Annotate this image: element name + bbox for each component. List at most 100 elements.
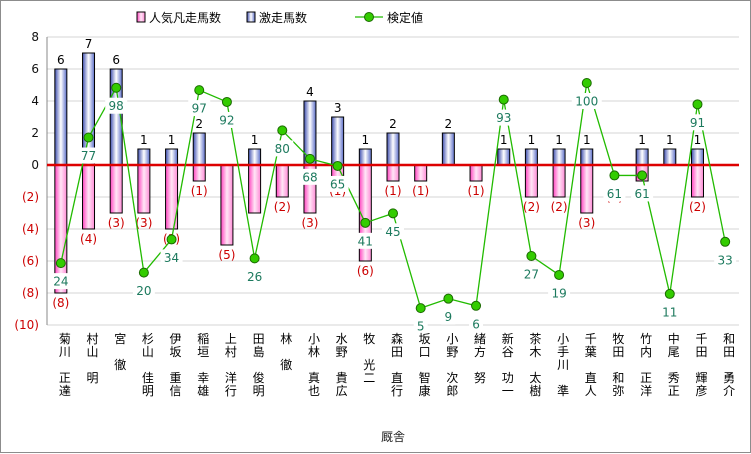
gekisou-bar	[192, 132, 206, 166]
y-tick-label: 0	[31, 158, 39, 172]
category-label: 小野 次郎	[446, 332, 458, 398]
kentei-value-label: 24	[53, 275, 68, 289]
gekisou-bar	[358, 148, 372, 166]
gekisou-label: 1	[528, 133, 536, 147]
kentei-point	[498, 94, 509, 105]
kentei-point	[664, 288, 675, 299]
gekisou-label: 1	[694, 133, 702, 147]
y-tick-label: (6)	[22, 254, 39, 268]
category-label: 村山 明	[87, 332, 99, 385]
kentei-label-bg	[686, 114, 709, 131]
gekisou-bar	[331, 116, 345, 166]
gekisou-label: 6	[112, 53, 120, 67]
gekisou-bar	[248, 148, 262, 166]
kentei-label-bg	[105, 97, 128, 114]
category-label: 林 徹	[280, 332, 292, 372]
ninki-bonsou-bar	[580, 164, 594, 214]
y-tick-label: (10)	[14, 318, 39, 332]
kentei-point	[111, 82, 122, 93]
gekisou-label: 1	[638, 133, 646, 147]
category-label: 菊川 正達	[59, 332, 71, 398]
category-label: 杉山 佳明	[142, 332, 154, 398]
kentei-value-label: 9	[445, 310, 453, 324]
y-tick-label: 8	[31, 30, 39, 44]
ninki-bonsou-label: (1)	[191, 184, 208, 198]
category-label: 牧田 和弥	[612, 332, 624, 398]
ninki-bonsou-bar	[469, 164, 483, 182]
kentei-label-bg	[271, 140, 294, 157]
category-label: 千田 輝彦	[695, 332, 707, 398]
ninki-bonsou-label: (5)	[218, 248, 235, 262]
kentei-point	[443, 293, 454, 304]
kentei-point	[166, 234, 177, 245]
gekisou-bar	[524, 148, 538, 166]
legend-marker-kentei	[364, 12, 374, 22]
legend-label-ninki: 人気凡走馬数	[149, 10, 221, 25]
ninki-bonsou-label: (2)	[689, 200, 706, 214]
kentei-label-bg	[326, 175, 349, 192]
kentei-label-bg	[188, 100, 211, 117]
y-tick-label: (2)	[22, 190, 39, 204]
ninki-bonsou-label: (4)	[80, 232, 97, 246]
kentei-point	[332, 160, 343, 171]
kentei-value-label: 41	[358, 234, 373, 248]
ninki-bonsou-bar	[690, 164, 704, 198]
kentei-value-label: 20	[136, 284, 151, 298]
kentei-value-label: 61	[607, 187, 622, 201]
ninki-bonsou-label: (1)	[468, 184, 485, 198]
ninki-bonsou-label: (2)	[551, 200, 568, 214]
ninki-bonsou-label: (3)	[108, 216, 125, 230]
kentei-value-label: 80	[275, 142, 290, 156]
gekisou-bar	[580, 148, 594, 166]
kentei-point	[249, 253, 260, 264]
kentei-value-label: 33	[718, 253, 733, 267]
gekisou-label: 1	[666, 133, 674, 147]
kentei-point	[388, 208, 398, 219]
kentei-point	[194, 85, 205, 96]
y-tick-label: (8)	[22, 286, 39, 300]
kentei-label-bg	[413, 318, 428, 335]
category-label: 牧 光二	[363, 332, 375, 385]
kentei-point	[692, 99, 703, 110]
ninki-bonsou-label: (8)	[52, 296, 69, 310]
kentei-value-label: 27	[524, 268, 539, 282]
legend-label-gekisou: 激走馬数	[259, 10, 307, 25]
kentei-label-bg	[243, 268, 266, 285]
y-tick-label: 6	[31, 62, 39, 76]
kentei-value-label: 77	[81, 149, 96, 163]
kentei-value-label: 19	[551, 286, 566, 300]
category-label: 緒方 努	[474, 331, 486, 385]
ninki-bonsou-bar	[82, 164, 96, 230]
x-axis-title: 厩舎	[381, 430, 405, 444]
kentei-label-bg	[160, 249, 183, 266]
kentei-label-bg	[469, 315, 484, 332]
kentei-point	[277, 125, 288, 136]
category-label: 田島 俊明	[253, 332, 265, 398]
ninki-bonsou-bar	[275, 164, 289, 198]
gekisou-bar	[690, 148, 704, 166]
y-axis: 8 6 4 2 0 (2) (4) (6) (8) (10)	[14, 30, 48, 332]
kentei-label-bg	[603, 185, 626, 202]
ninki-bonsou-label: (2)	[274, 200, 291, 214]
kentei-label-bg	[548, 284, 571, 301]
kentei-label-bg	[631, 185, 654, 202]
kentei-value-label: 93	[496, 111, 511, 125]
ninki-bonsou-bar	[192, 164, 206, 182]
gekisou-bar	[635, 148, 649, 166]
gekisou-label: 2	[389, 117, 397, 131]
kentei-value-label: 6	[472, 317, 480, 331]
kentei-label-bg	[49, 273, 72, 290]
kentei-label-bg	[520, 266, 543, 283]
kentei-point	[55, 258, 66, 269]
category-label: 和田 勇介	[723, 332, 735, 398]
ninki-bonsou-bar	[109, 164, 123, 214]
kentei-label-bg	[77, 147, 100, 164]
gekisou-label: 7	[85, 37, 93, 51]
ninki-bonsou-label: (1)	[412, 184, 429, 198]
kentei-value-label: 11	[662, 305, 677, 319]
kentei-value-label: 65	[330, 177, 345, 191]
kentei-label-bg	[441, 308, 456, 325]
kentei-value-label: 68	[302, 170, 317, 184]
positive-bar-labels: 6 7 6 1 1 2 1 4 3 1 2 2 1 1 1 1 1 1 1	[57, 37, 701, 147]
kentei-label-bg	[571, 93, 602, 109]
